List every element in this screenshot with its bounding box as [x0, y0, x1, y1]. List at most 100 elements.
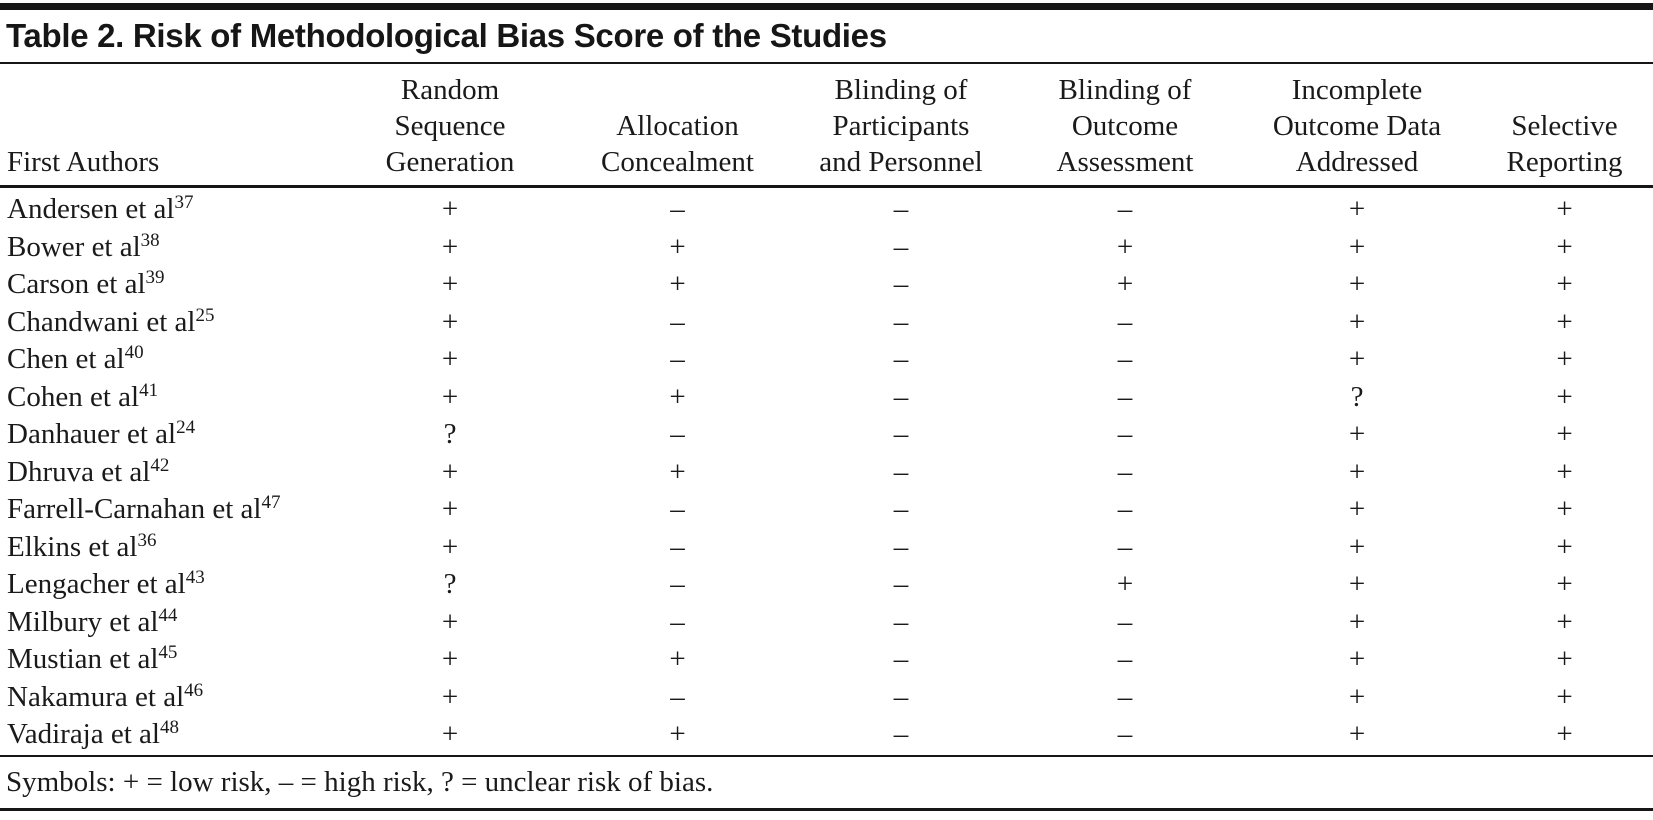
bias-symbol-cell: +	[1556, 680, 1573, 713]
bias-symbol-cell: –	[893, 343, 909, 375]
bias-symbol-cell: +	[669, 718, 686, 750]
bias-symbol-cell: +	[669, 380, 686, 413]
author-cell: Dhruva et al42	[7, 454, 170, 488]
title-underline-rule	[0, 62, 1653, 64]
reference-superscript: 24	[176, 417, 196, 438]
bias-symbol-cell: +	[441, 643, 459, 675]
author-cell: Bower et al38	[7, 229, 160, 263]
reference-superscript: 46	[184, 679, 204, 701]
bias-symbol-cell: –	[1117, 530, 1133, 563]
bias-symbol-cell: +	[1348, 268, 1366, 300]
bias-symbol-cell: –	[1117, 455, 1133, 488]
bias-symbol-cell: +	[441, 718, 459, 750]
bias-symbol-cell: +	[1348, 418, 1366, 450]
table-row: Vadiraja et al48 + + – – + +	[0, 716, 1653, 754]
reference-superscript: 37	[174, 192, 194, 213]
bias-symbol-cell: –	[1117, 418, 1133, 450]
bias-symbol-cell: +	[441, 493, 459, 525]
bias-symbol-cell: +	[1348, 193, 1366, 225]
bias-symbol-cell: +	[1348, 568, 1366, 600]
bias-symbol-cell: +	[1348, 718, 1366, 750]
bias-symbol-cell: +	[441, 380, 459, 413]
bias-symbol-cell: +	[1556, 380, 1573, 413]
reference-superscript: 40	[124, 342, 144, 363]
bias-symbol-cell: +	[441, 680, 459, 713]
author-cell: Nakamura et al46	[7, 679, 204, 713]
bias-symbol-cell: +	[441, 193, 459, 225]
bias-symbol-cell: +	[1556, 268, 1573, 300]
bias-symbol-cell: +	[441, 268, 459, 300]
bias-symbol-cell: –	[670, 605, 685, 638]
bias-symbol-cell: +	[1556, 343, 1573, 375]
bias-symbol-cell: –	[1117, 305, 1133, 338]
bias-symbol-cell: –	[670, 568, 685, 600]
reference-superscript: 41	[139, 379, 159, 401]
reference-superscript: 43	[185, 567, 205, 588]
author-cell: Lengacher et al43	[7, 567, 205, 600]
author-cell: Farrell-Carnahan et al47	[7, 492, 281, 525]
body-end-rule	[0, 754, 1653, 757]
bias-symbol-cell: –	[670, 530, 685, 563]
bias-symbol-cell: –	[1117, 605, 1133, 638]
bias-symbol-cell: +	[1556, 230, 1573, 263]
bias-symbol-cell: –	[670, 305, 685, 338]
col-header-blinding-outcome-assessment: Blinding of Outcome Assessment	[1012, 64, 1238, 188]
bias-symbol-cell: +	[1348, 680, 1366, 713]
bias-symbol-cell: –	[893, 305, 909, 338]
table-row: Mustian et al45 + + – – + +	[0, 641, 1653, 679]
table-title: Table 2. Risk of Methodological Bias Sco…	[6, 17, 887, 54]
table-row: Bower et al38 + + – + + +	[0, 229, 1653, 267]
table-row: Cohen et al41 + + – –? +	[0, 379, 1653, 417]
author-cell: Elkins et al36	[7, 529, 157, 563]
bias-symbol-cell: +	[1556, 455, 1573, 488]
bias-symbol-cell: –	[893, 380, 909, 413]
bias-symbol-cell: +	[1556, 305, 1573, 338]
reference-superscript: 45	[158, 642, 178, 663]
table-row: Nakamura et al46 + – – – + +	[0, 679, 1653, 717]
table-row: Andersen et al37 + – – – + +	[0, 187, 1653, 229]
bias-symbol-cell: +	[1348, 343, 1366, 375]
bias-symbol-cell: +	[1348, 605, 1366, 638]
bias-symbol-cell: –	[893, 268, 909, 300]
bias-symbol-cell: –	[670, 418, 685, 450]
reference-superscript: 42	[150, 454, 170, 476]
col-header-blinding-participants-personnel: Blinding of Participants and Personnel	[790, 64, 1012, 188]
bias-symbol-cell: –	[1117, 380, 1133, 413]
bias-symbol-cell: –	[893, 605, 909, 638]
bias-symbol-cell: +	[1556, 718, 1573, 750]
bias-symbol-cell: +	[441, 605, 459, 638]
bias-symbol-cell: +	[669, 643, 686, 675]
reference-superscript: 47	[261, 492, 281, 513]
bias-symbol-cell: +	[1348, 305, 1366, 338]
bias-symbol-cell: +	[1556, 193, 1573, 225]
header-row: First Authors Random Sequence Generation…	[0, 64, 1653, 188]
author-cell: Mustian et al45	[7, 642, 178, 675]
table-body: Andersen et al37 + – – – + + Bower et al38 + + – + +…	[0, 187, 1653, 754]
table-row: Chandwani et al25 + – – – + +	[0, 304, 1653, 342]
bias-symbol-cell: –	[1117, 643, 1133, 675]
bias-symbol-cell: –	[893, 493, 909, 525]
bias-symbol-cell: +	[441, 230, 459, 263]
author-cell: Danhauer et al24	[7, 417, 196, 450]
bias-symbol-cell: –	[893, 418, 909, 450]
bias-symbol-cell: +	[441, 305, 459, 338]
bias-symbol-cell: +	[1348, 455, 1366, 488]
table-row: Elkins et al36 + – – – + +	[0, 529, 1653, 567]
bias-symbol-cell: ?	[1350, 380, 1364, 413]
bias-symbol-cell: –	[1117, 193, 1133, 225]
bias-symbol-cell: +	[1116, 230, 1134, 263]
bias-symbol-cell: –	[670, 493, 685, 525]
reference-superscript: 25	[195, 304, 215, 326]
col-header-random-sequence-generation: Random Sequence Generation	[335, 64, 565, 188]
bias-symbol-cell: +	[441, 343, 459, 375]
bias-symbol-cell: –	[670, 193, 685, 225]
reference-superscript: 44	[158, 604, 178, 626]
risk-of-bias-table: First Authors Random Sequence Generation…	[0, 64, 1653, 754]
bias-symbol-cell: +	[1556, 605, 1573, 638]
author-cell: Chen et al40	[7, 342, 144, 375]
bias-symbol-cell: –	[893, 230, 909, 263]
bias-symbol-cell: –	[893, 643, 909, 675]
table-row: Danhauer et al24? – – – + +	[0, 416, 1653, 454]
table-row: Chen et al40 + – – – + +	[0, 341, 1653, 379]
